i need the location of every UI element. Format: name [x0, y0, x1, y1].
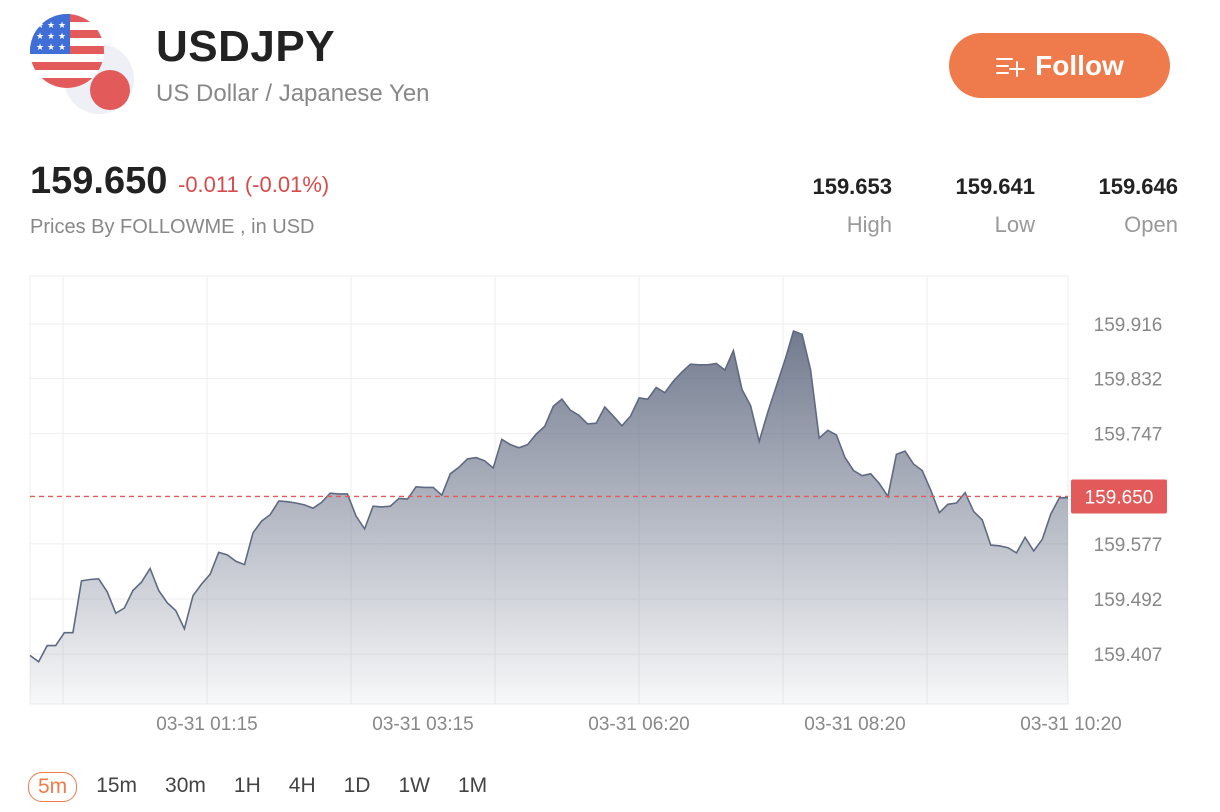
y-tick-label: 159.492 — [1094, 590, 1163, 611]
stat-low-label: Low — [994, 212, 1035, 237]
price-line — [29, 330, 1068, 663]
pair-name: US Dollar / Japanese Yen — [156, 80, 430, 107]
svg-text:★: ★ — [58, 43, 66, 53]
period-selector: 5m 15m 30m 1H 4H 1D 1W 1M — [28, 772, 506, 802]
y-tick-label: 159.832 — [1094, 369, 1163, 390]
follow-label: Follow — [1035, 49, 1124, 81]
period-4h[interactable]: 4H — [288, 774, 316, 797]
stat-open: 159.646 Open — [1098, 174, 1178, 238]
svg-text:★: ★ — [47, 43, 55, 53]
y-tick-label: 159.577 — [1094, 535, 1163, 556]
x-tick-label: 03-31 03:15 — [372, 714, 473, 735]
y-tick-label: 159.407 — [1094, 645, 1163, 666]
price-change: -0.011 (-0.01%) — [178, 172, 330, 197]
svg-text:★: ★ — [36, 21, 44, 31]
period-15m[interactable]: 15m — [96, 774, 138, 797]
price-chart[interactable]: 159.916 159.832 159.747 159.577 159.492 159.4… — [0, 270, 1220, 740]
stat-low-value: 159.641 — [955, 174, 1035, 199]
stat-open-value: 159.646 — [1098, 174, 1178, 199]
symbol-title: USDJPY — [156, 22, 336, 71]
svg-text:★: ★ — [47, 32, 55, 42]
current-price-tag-label: 159.650 — [1085, 487, 1154, 508]
price-area — [30, 331, 1068, 704]
currency-flags: ★ ★ ★ ★ ★ ★ ★ ★ ★ — [30, 14, 136, 118]
follow-button[interactable]: Follow — [949, 33, 1170, 98]
stat-low: 159.641 Low — [955, 174, 1035, 238]
stat-high: 159.653 High — [812, 174, 892, 238]
price-source: Prices By FOLLOWME , in USD — [30, 216, 315, 238]
stat-high-value: 159.653 — [812, 174, 892, 199]
period-1d[interactable]: 1D — [343, 774, 371, 797]
usa-flag-icon: ★ ★ ★ ★ ★ ★ ★ ★ ★ — [30, 14, 104, 88]
svg-text:★: ★ — [36, 43, 44, 53]
period-5m[interactable]: 5m — [28, 772, 78, 802]
y-tick-label: 159.916 — [1094, 315, 1163, 336]
svg-text:★: ★ — [36, 32, 44, 42]
y-tick-label: 159.747 — [1094, 425, 1163, 446]
current-price: 159.650 — [30, 160, 168, 202]
period-1w[interactable]: 1W — [398, 774, 430, 797]
period-1h[interactable]: 1H — [233, 774, 261, 797]
follow-list-icon — [996, 57, 1026, 77]
current-price-tag — [1071, 479, 1167, 514]
stat-open-label: Open — [1124, 212, 1178, 237]
period-30m[interactable]: 30m — [165, 774, 206, 797]
period-1m[interactable]: 1M — [457, 774, 488, 797]
stat-high-label: High — [846, 212, 892, 237]
x-tick-label: 03-31 10:20 — [1020, 714, 1121, 735]
x-tick-label: 03-31 06:20 — [588, 714, 689, 735]
svg-text:★: ★ — [58, 21, 66, 31]
svg-text:★: ★ — [58, 32, 66, 42]
x-tick-label: 03-31 01:15 — [156, 714, 257, 735]
svg-text:★: ★ — [47, 21, 55, 31]
x-tick-label: 03-31 08:20 — [804, 714, 905, 735]
